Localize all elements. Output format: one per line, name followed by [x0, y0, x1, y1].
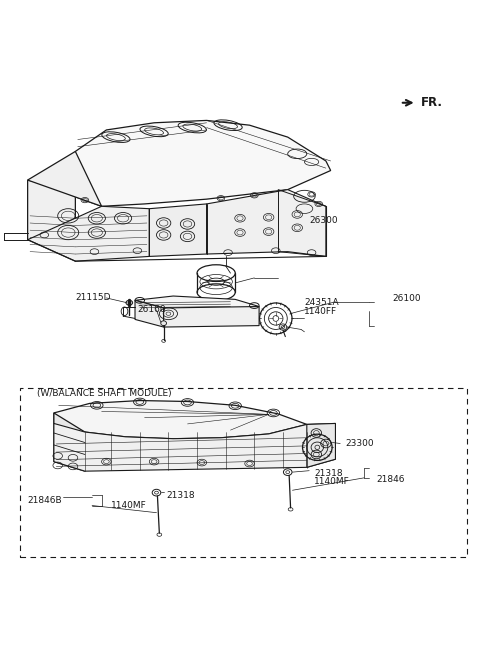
Polygon shape	[54, 401, 307, 439]
Text: FR.: FR.	[420, 96, 443, 110]
Polygon shape	[206, 190, 326, 256]
Polygon shape	[164, 306, 259, 327]
Polygon shape	[149, 204, 206, 256]
Text: 1140MF: 1140MF	[111, 501, 147, 510]
Polygon shape	[28, 152, 102, 206]
Text: 24351A: 24351A	[304, 298, 339, 307]
Text: 1140MF: 1140MF	[314, 477, 350, 486]
Text: 26100: 26100	[393, 295, 421, 303]
Text: 1140FF: 1140FF	[304, 307, 337, 316]
Text: 21318: 21318	[166, 491, 195, 501]
Text: 21846B: 21846B	[28, 496, 62, 505]
Bar	[21, 388, 467, 557]
Polygon shape	[75, 121, 331, 206]
Polygon shape	[54, 423, 336, 471]
Ellipse shape	[126, 300, 132, 305]
Polygon shape	[307, 423, 336, 467]
Polygon shape	[135, 300, 164, 327]
Text: 21846: 21846	[376, 475, 405, 483]
Text: 26300: 26300	[309, 216, 338, 225]
Ellipse shape	[161, 321, 167, 325]
Polygon shape	[54, 413, 85, 471]
Text: 21318: 21318	[314, 469, 343, 478]
Text: 26160: 26160	[137, 305, 166, 314]
Polygon shape	[135, 296, 259, 312]
Polygon shape	[28, 180, 75, 247]
Text: 23300: 23300	[345, 439, 373, 448]
Polygon shape	[28, 206, 149, 261]
Text: (W/BALANCE SHAFT MODULE): (W/BALANCE SHAFT MODULE)	[37, 389, 172, 398]
Text: 21115D: 21115D	[75, 293, 111, 302]
